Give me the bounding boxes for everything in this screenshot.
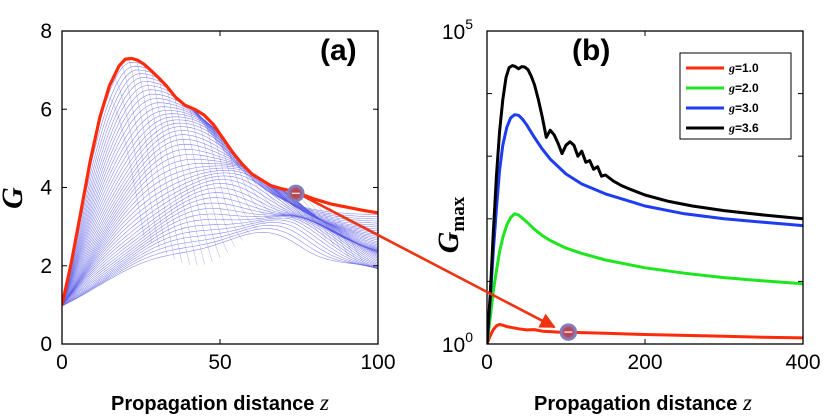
- family-curve: [62, 224, 378, 306]
- panel-b-ticks: 0 200 400 100 105: [442, 16, 821, 374]
- x-tick-label: 100: [360, 351, 395, 374]
- x-tick-label: 0: [481, 351, 493, 374]
- family-curve: [62, 202, 378, 306]
- legend-label: g=3.6: [728, 121, 759, 135]
- mesh-curve: [121, 63, 160, 249]
- y-tick-label: 0: [40, 333, 52, 356]
- mesh-curve: [113, 76, 152, 243]
- panel-b-x-axis-label-text: Propagation distance: [534, 393, 737, 415]
- connection-arrow: [303, 195, 556, 329]
- panel-a-x-axis-label: Propagation distance z: [111, 390, 329, 415]
- series-line: [487, 64, 803, 344]
- family-curve: [62, 217, 378, 306]
- family-curve: [62, 139, 378, 306]
- panel-b-y-axis-label: Gmax: [432, 196, 469, 253]
- mesh-curve: [265, 182, 304, 224]
- family-curve: [62, 232, 378, 307]
- mesh-curve: [196, 110, 236, 247]
- mesh-curve: [280, 188, 319, 234]
- series-line: [487, 323, 803, 344]
- mesh-curve: [234, 155, 274, 222]
- mesh-curve: [219, 133, 259, 230]
- connection-overlay: [287, 184, 578, 341]
- mesh-curve: [250, 172, 289, 220]
- mesh-curve: [272, 186, 312, 228]
- x-tick-label: 400: [785, 351, 820, 374]
- y-tick-label: 4: [40, 177, 52, 200]
- family-curve: [62, 192, 378, 306]
- mesh-curve: [181, 102, 221, 258]
- panel-a-label: (a): [320, 34, 357, 67]
- mesh-curve: [212, 123, 251, 235]
- family-curve: [62, 219, 378, 306]
- family-curve: [62, 197, 378, 306]
- panel-b-y-axis-label-subscript: max: [448, 196, 469, 231]
- family-curve: [62, 216, 378, 306]
- mesh-curve: [151, 71, 190, 266]
- mesh-curve: [303, 194, 342, 252]
- mesh-curve: [106, 95, 145, 237]
- panel-b: 0 200 400 100 105 (b) Gmax Propagation dista…: [432, 16, 821, 415]
- mesh-curve: [227, 144, 266, 225]
- family-curve: [62, 149, 378, 306]
- legend-label: g=3.0: [728, 101, 759, 115]
- family-curve: [62, 213, 378, 306]
- y-tick-label: 6: [40, 98, 52, 121]
- x-tick-label: 200: [627, 351, 662, 374]
- family-curve: [62, 143, 378, 306]
- panel-a-y-axis-label: G: [0, 187, 29, 209]
- mesh-curve: [242, 164, 281, 220]
- series-line: [487, 113, 803, 344]
- mesh-curve: [136, 59, 175, 260]
- mesh-curve: [128, 58, 168, 255]
- mesh-curve: [174, 95, 213, 263]
- legend-label: g=1.0: [728, 61, 759, 75]
- mesh-curve: [143, 64, 183, 264]
- y-tick-label: 2: [40, 255, 52, 278]
- panel-a-x-axis-label-variable: z: [319, 390, 329, 415]
- family-curve: [62, 65, 378, 305]
- panel-b-series-lines: [487, 64, 803, 344]
- panel-a: 0 50 100 0 2 4 6 8 (a) G Propagation distance z: [0, 20, 396, 415]
- x-tick-label: 0: [56, 351, 68, 374]
- panel-a-ticks: 0 50 100 0 2 4 6 8: [40, 20, 395, 374]
- family-curve: [62, 77, 378, 306]
- mesh-curve: [159, 78, 198, 266]
- y-tick-label: 105: [442, 16, 473, 44]
- y-tick-label: 100: [442, 329, 473, 357]
- panel-b-legend: g=1.0 g=2.0 g=3.0 g=3.6: [679, 52, 792, 140]
- series-line: [487, 212, 803, 344]
- family-curve: [62, 228, 378, 307]
- mesh-curve: [310, 197, 350, 257]
- panel-b-label: (b): [572, 34, 610, 67]
- legend-label: g=2.0: [728, 81, 759, 95]
- x-tick-label: 50: [208, 351, 231, 374]
- mesh-curve: [189, 107, 228, 253]
- legend-box: [679, 52, 792, 140]
- y-tick-label: 8: [40, 20, 52, 43]
- panel-b-x-axis-label-variable: z: [742, 390, 752, 415]
- panel-b-y-axis-label-main: G: [432, 231, 465, 253]
- mesh-curve: [257, 177, 296, 221]
- mesh-curve: [204, 115, 243, 241]
- family-curve: [62, 126, 378, 305]
- panel-a-x-axis-label-text: Propagation distance: [111, 393, 314, 415]
- panel-b-x-axis-label: Propagation distance z: [534, 390, 752, 415]
- family-curve: [62, 69, 378, 305]
- mesh-curve: [166, 86, 206, 265]
